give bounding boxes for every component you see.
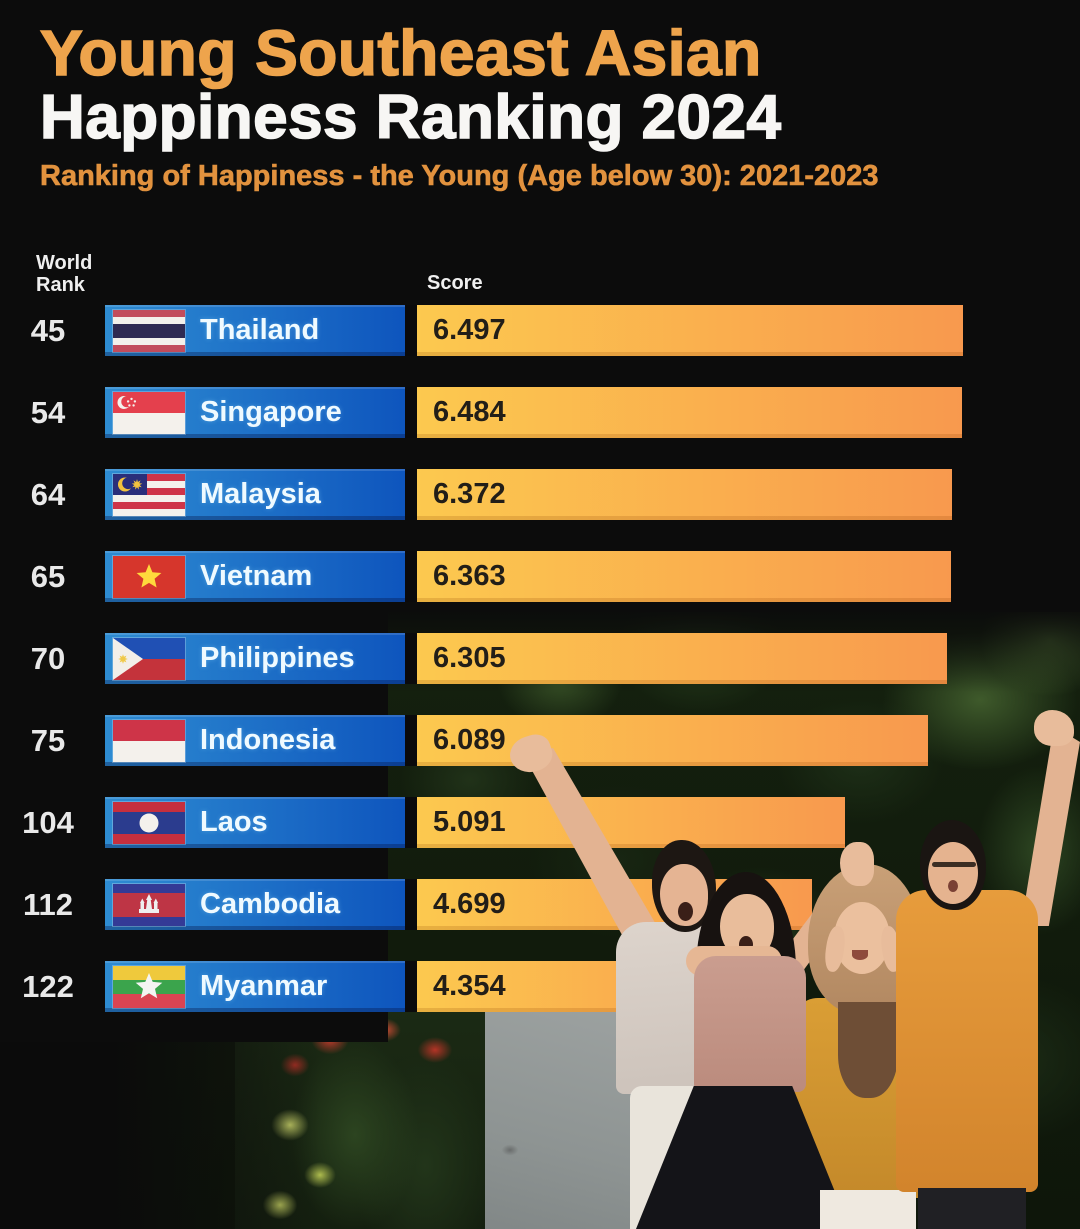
thailand-flag-icon bbox=[113, 309, 185, 352]
world-rank-value: 65 bbox=[30, 558, 66, 594]
person4-orange-turtleneck bbox=[896, 890, 1038, 1192]
person3-white-pants bbox=[820, 1190, 916, 1229]
bar-divider bbox=[405, 797, 417, 848]
ranking-row: 64 Malaysia 6.372 bbox=[0, 469, 1080, 520]
world-rank-value: 54 bbox=[30, 394, 66, 430]
score-bar: 6.484 bbox=[417, 387, 962, 438]
column-header-world-rank: World Rank bbox=[36, 252, 93, 296]
world-rank-value: 45 bbox=[30, 312, 66, 348]
score-value: 4.354 bbox=[433, 970, 506, 1002]
person1-mouth bbox=[678, 902, 693, 921]
world-rank-value: 104 bbox=[22, 804, 74, 840]
page-title-line1: Young Southeast Asian bbox=[39, 16, 762, 90]
person4-glasses bbox=[932, 862, 976, 867]
person2-hand bbox=[840, 842, 874, 886]
country-name: Laos bbox=[200, 806, 268, 838]
country-name: Philippines bbox=[200, 642, 355, 674]
bar-divider bbox=[405, 469, 417, 520]
page-subtitle: Ranking of Happiness - the Young (Age be… bbox=[40, 160, 879, 193]
country-name: Myanmar bbox=[200, 970, 328, 1002]
country-name: Thailand bbox=[200, 314, 320, 346]
score-value: 6.363 bbox=[433, 560, 506, 592]
bar-divider bbox=[405, 715, 417, 766]
singapore-flag-icon bbox=[113, 391, 185, 434]
bar-divider bbox=[405, 551, 417, 602]
person1-raised-arm bbox=[524, 748, 656, 944]
world-rank-value: 70 bbox=[30, 640, 66, 676]
score-bar: 6.372 bbox=[417, 469, 952, 520]
ranking-row: 104 Laos 5.091 bbox=[0, 797, 1080, 848]
world-rank-value: 64 bbox=[30, 476, 66, 512]
score-bar: 5.091 bbox=[417, 797, 845, 848]
page-title-line2: Happiness Ranking 2024 bbox=[39, 82, 782, 153]
bar-divider bbox=[405, 633, 417, 684]
country-label-bar: Vietnam bbox=[105, 551, 405, 602]
country-name: Indonesia bbox=[200, 724, 336, 756]
score-value: 6.372 bbox=[433, 478, 506, 510]
bar-divider bbox=[405, 879, 417, 930]
score-value: 6.089 bbox=[433, 724, 506, 756]
vietnam-flag-icon bbox=[113, 555, 185, 598]
person4-dark-pants bbox=[918, 1188, 1026, 1229]
score-bar: 6.363 bbox=[417, 551, 951, 602]
country-name: Singapore bbox=[200, 396, 342, 428]
malaysia-flag-icon bbox=[113, 473, 185, 516]
score-bar: 6.497 bbox=[417, 305, 963, 356]
philippines-flag-icon bbox=[113, 637, 185, 680]
person4-face bbox=[928, 842, 978, 904]
world-rank-value: 75 bbox=[30, 722, 66, 758]
person4-mouth bbox=[948, 880, 958, 892]
country-label-bar: Indonesia bbox=[105, 715, 405, 766]
person2-pink-top bbox=[694, 956, 806, 1092]
country-label-bar: Myanmar bbox=[105, 961, 405, 1012]
country-label-bar: Philippines bbox=[105, 633, 405, 684]
person3-mouth bbox=[852, 950, 868, 960]
myanmar-flag-icon bbox=[113, 965, 185, 1008]
cambodia-flag-icon bbox=[113, 883, 185, 926]
country-label-bar: Singapore bbox=[105, 387, 405, 438]
country-label-bar: Laos bbox=[105, 797, 405, 848]
score-value: 6.484 bbox=[433, 396, 506, 428]
person4-hand bbox=[1034, 710, 1074, 746]
bar-divider bbox=[405, 305, 417, 356]
score-value: 6.497 bbox=[433, 314, 506, 346]
score-value: 4.699 bbox=[433, 888, 506, 920]
country-label-bar: Cambodia bbox=[105, 879, 405, 930]
world-rank-value: 112 bbox=[22, 886, 73, 922]
laos-flag-icon bbox=[113, 801, 185, 844]
score-value: 5.091 bbox=[433, 806, 506, 838]
ranking-row: 45 Thailand 6.497 bbox=[0, 305, 1080, 356]
country-name: Malaysia bbox=[200, 478, 321, 510]
country-label-bar: Malaysia bbox=[105, 469, 405, 520]
person3-scarf bbox=[838, 1002, 898, 1098]
country-name: Cambodia bbox=[200, 888, 341, 920]
ranking-row: 54 Singapore 6.484 bbox=[0, 387, 1080, 438]
country-name: Vietnam bbox=[200, 560, 313, 592]
world-rank-value: 122 bbox=[22, 968, 74, 1004]
score-bar: 6.305 bbox=[417, 633, 947, 684]
ranking-row: 65 Vietnam 6.363 bbox=[0, 551, 1080, 602]
country-label-bar: Thailand bbox=[105, 305, 405, 356]
photo-left-fade bbox=[0, 1042, 320, 1229]
ranking-row: 70 Philippines 6.305 bbox=[0, 633, 1080, 684]
indonesia-flag-icon bbox=[113, 719, 185, 762]
bar-divider bbox=[405, 387, 417, 438]
score-bar: 6.089 bbox=[417, 715, 928, 766]
score-value: 6.305 bbox=[433, 642, 506, 674]
bar-divider bbox=[405, 961, 417, 1012]
column-header-score: Score bbox=[427, 272, 483, 294]
ranking-row: 75 Indonesia 6.089 bbox=[0, 715, 1080, 766]
